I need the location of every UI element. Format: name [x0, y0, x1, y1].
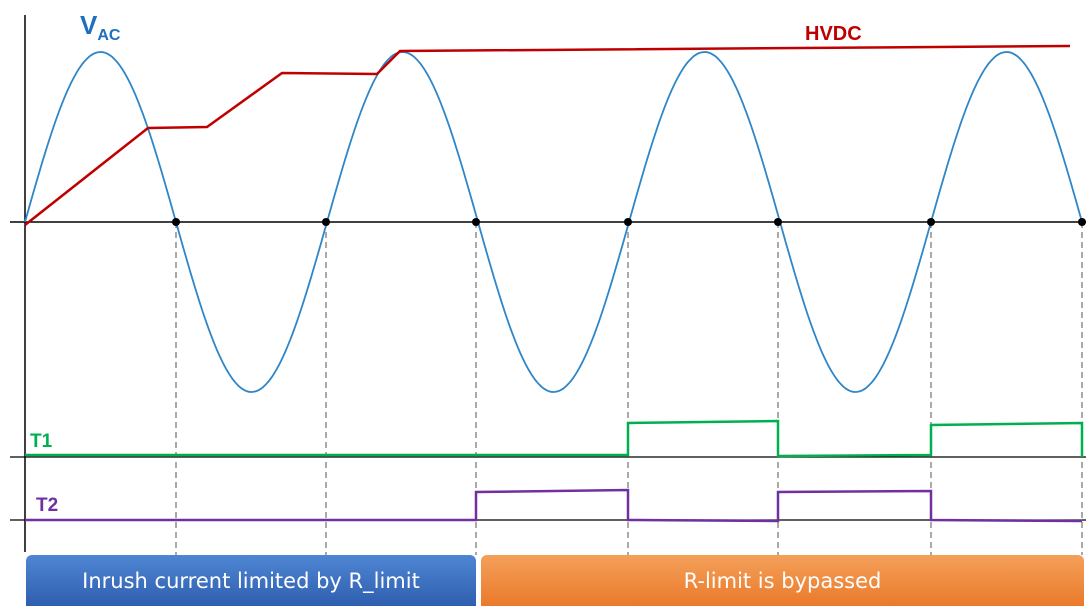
- zero-dot: [472, 218, 480, 226]
- t2-signal: [25, 488, 1083, 523]
- phase-inrush: Inrush current limited by R_limit: [26, 555, 476, 606]
- zero-crossings: [172, 218, 1086, 226]
- hvdc-line: [24, 44, 1071, 226]
- phase-inrush-text: Inrush current limited by R_limit: [82, 568, 420, 593]
- zero-dot: [624, 218, 632, 226]
- zero-dot: [927, 218, 935, 226]
- zero-dot: [1078, 218, 1086, 226]
- t1-label: T1: [30, 431, 53, 452]
- vac-sub: AC: [97, 27, 121, 44]
- zero-dot: [322, 218, 330, 226]
- dashed-guides: [175, 222, 1083, 555]
- phase-bypassed-text: R-limit is bypassed: [683, 568, 882, 593]
- t1-signal: [25, 419, 1084, 458]
- t2-label: T2: [36, 495, 58, 516]
- phase-bypassed: R-limit is bypassed: [481, 555, 1084, 606]
- vac-label: VAC: [80, 10, 121, 44]
- zero-dot: [774, 218, 782, 226]
- zero-dot: [172, 218, 180, 226]
- vac-wave: [24, 51, 1084, 393]
- hvdc-label: HVDC: [805, 23, 862, 45]
- vac-main: V: [80, 10, 98, 40]
